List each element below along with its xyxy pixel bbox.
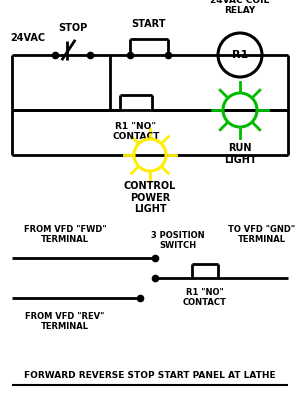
- Text: R1: R1: [232, 50, 248, 60]
- Text: 24VAC COIL
RELAY: 24VAC COIL RELAY: [210, 0, 270, 15]
- Text: 24VAC: 24VAC: [10, 33, 45, 43]
- Text: STOP: STOP: [58, 23, 87, 33]
- Text: R1 "NO"
CONTACT: R1 "NO" CONTACT: [183, 288, 227, 307]
- Text: RUN
LIGHT: RUN LIGHT: [224, 143, 256, 165]
- Text: 3 POSITION
SWITCH: 3 POSITION SWITCH: [151, 230, 205, 250]
- Text: START: START: [132, 19, 166, 29]
- Text: FROM VFD "REV"
TERMINAL: FROM VFD "REV" TERMINAL: [25, 312, 105, 331]
- Text: CONTROL
POWER
LIGHT: CONTROL POWER LIGHT: [124, 181, 176, 214]
- Text: FROM VFD "FWD"
TERMINAL: FROM VFD "FWD" TERMINAL: [24, 225, 106, 244]
- Text: TO VFD "GND"
TERMINAL: TO VFD "GND" TERMINAL: [228, 225, 296, 244]
- Text: R1 "NO"
CONTACT: R1 "NO" CONTACT: [112, 122, 160, 141]
- Text: FORWARD REVERSE STOP START PANEL AT LATHE: FORWARD REVERSE STOP START PANEL AT LATH…: [24, 371, 276, 379]
